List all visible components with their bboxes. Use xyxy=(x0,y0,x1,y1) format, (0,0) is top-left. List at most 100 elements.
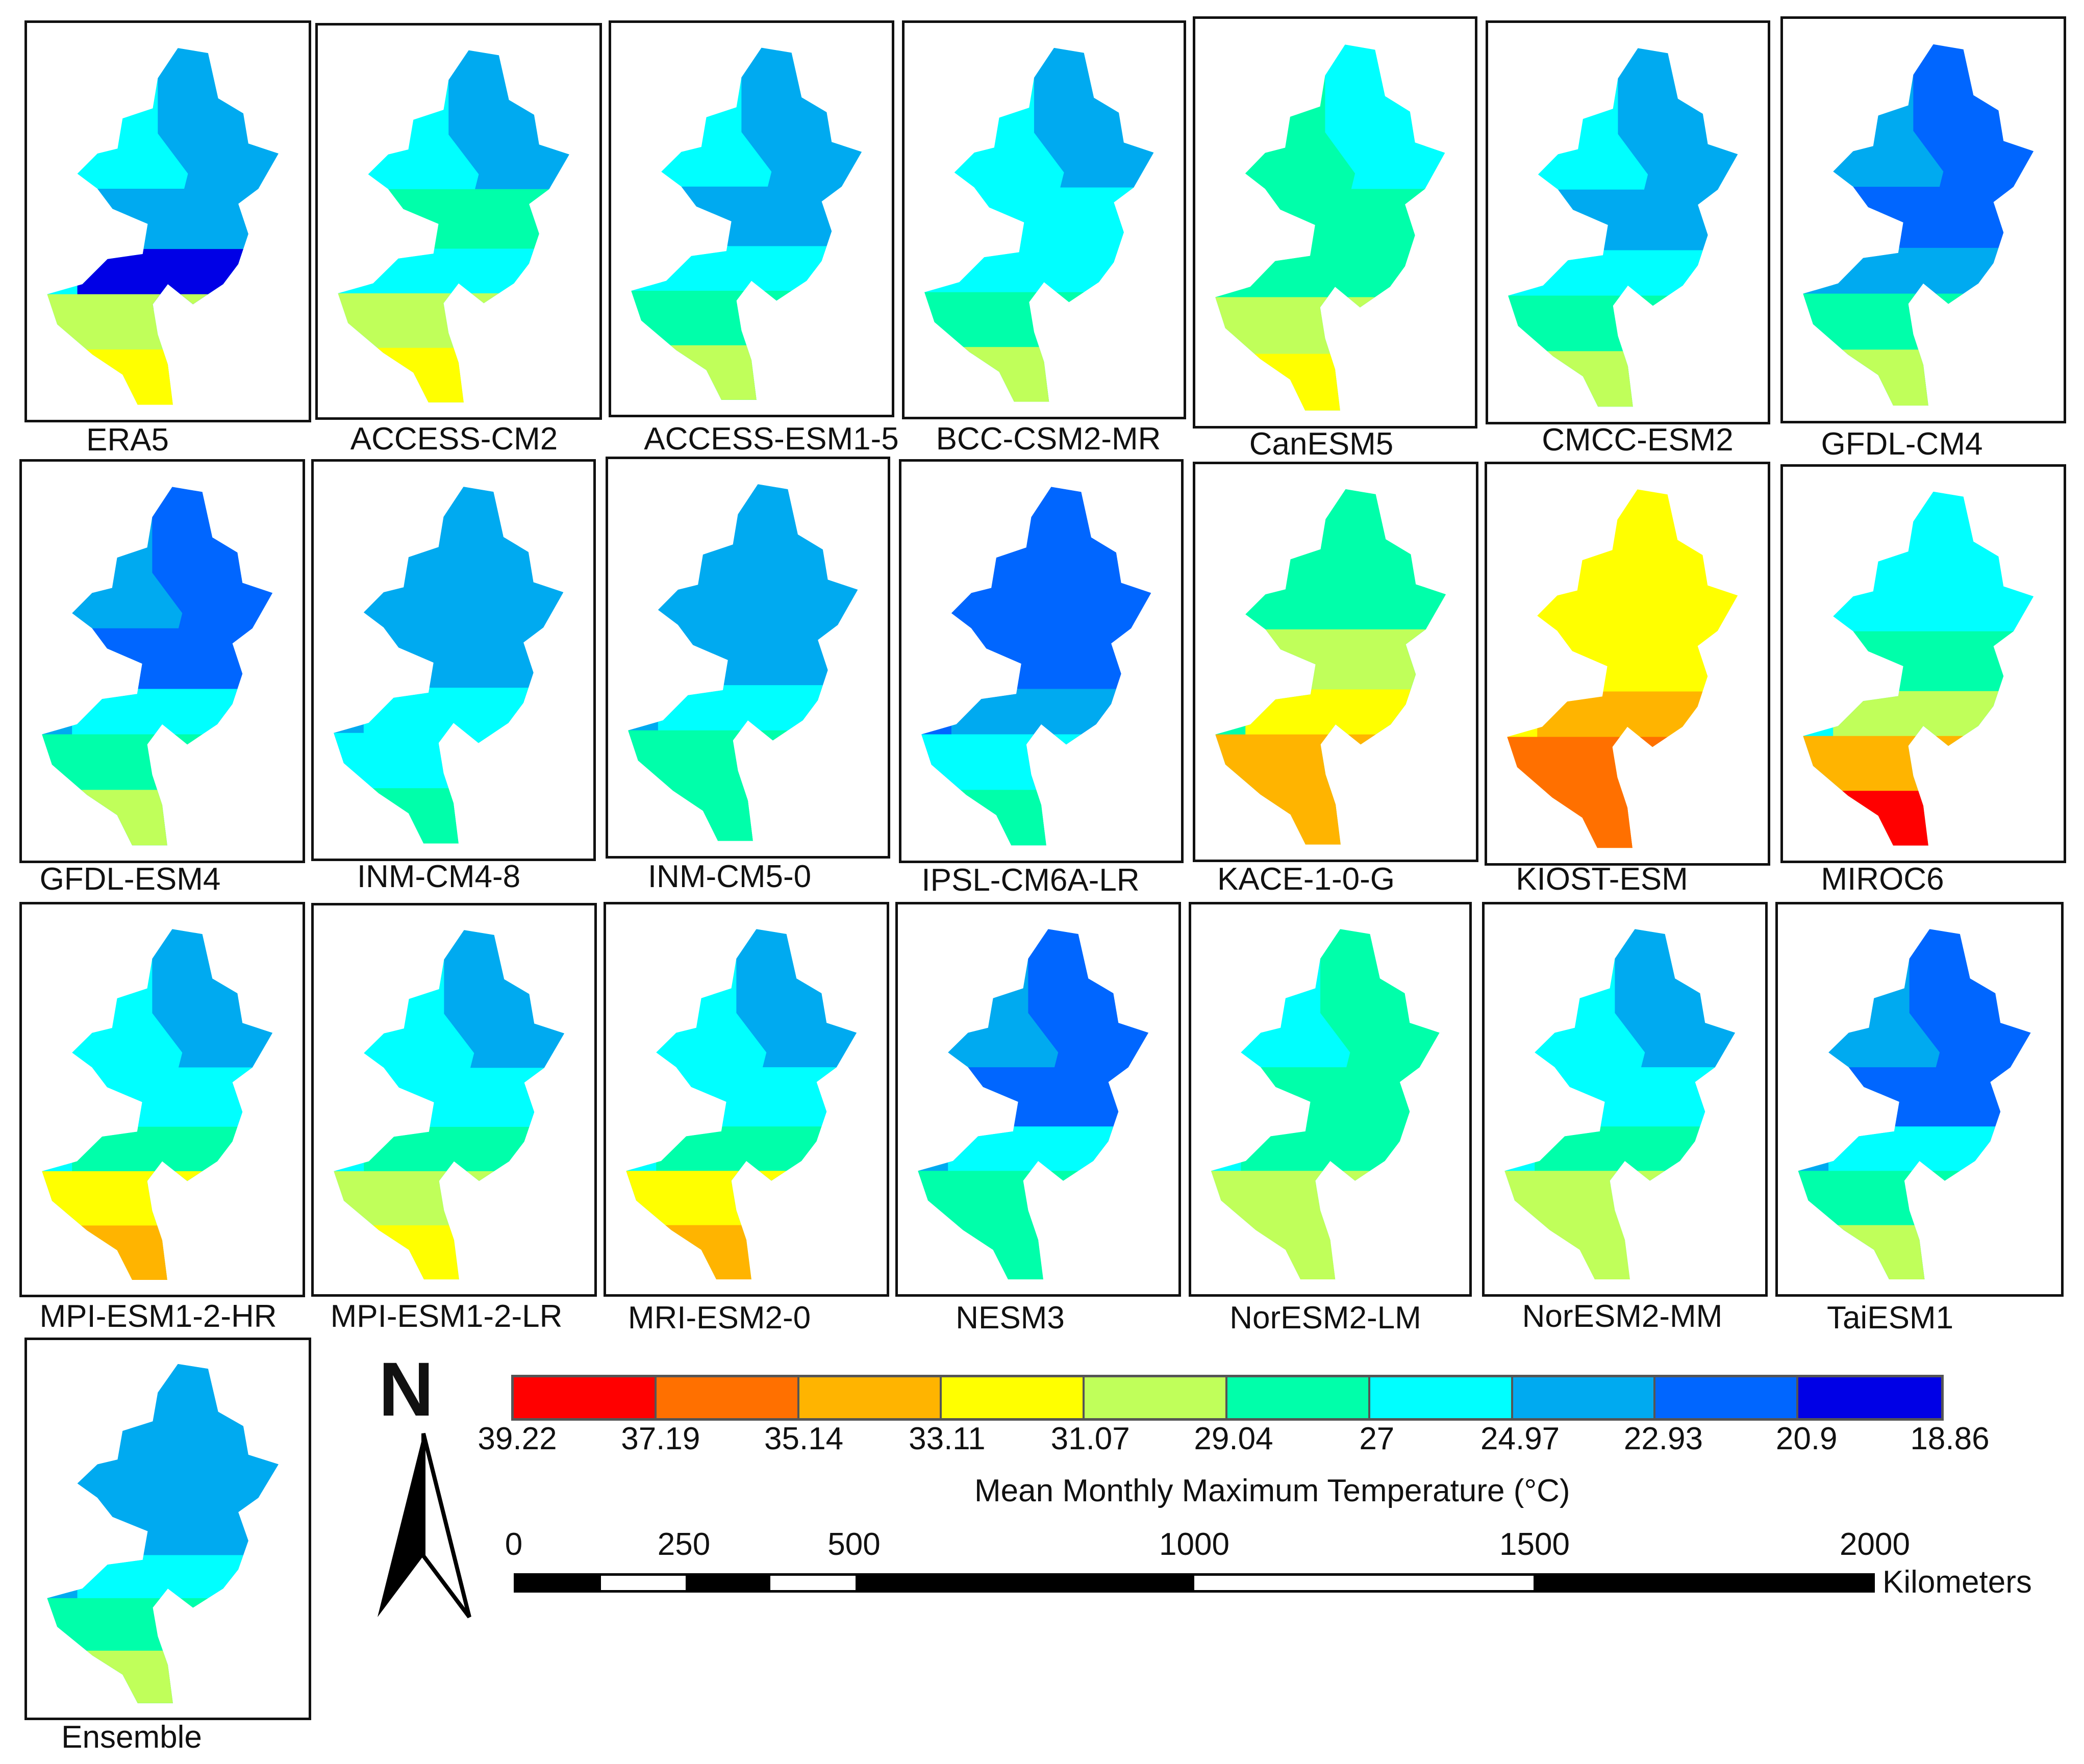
temperature-zone-6 xyxy=(1803,349,1944,406)
temperature-zone-6 xyxy=(626,1225,767,1279)
temperature-zone-6 xyxy=(918,1225,1059,1279)
panel-label-ensemble: Ensemble xyxy=(61,1720,202,1755)
colorbar-tick-label: 18.86 xyxy=(1910,1421,1990,1456)
panel-label-ipsl-cm6a-lr: IPSL-CM6A-LR xyxy=(921,863,1140,898)
temperature-zone-6 xyxy=(631,345,772,400)
scale-tick-label: 0 xyxy=(505,1527,523,1562)
panel-label-access-cm2: ACCESS-CM2 xyxy=(350,421,558,457)
map-panel-access-cm2 xyxy=(315,23,602,420)
colorbar-swatch xyxy=(1227,1377,1370,1418)
panel-label-noresm2-mm: NorESM2-MM xyxy=(1522,1299,1723,1334)
panel-label-inm-cm4-8: INM-CM4-8 xyxy=(357,859,521,894)
colorbar-tick-label: 20.9 xyxy=(1775,1421,1838,1456)
scale-segment xyxy=(855,1576,1194,1590)
temperature-zone-3 xyxy=(1114,53,1154,153)
temperature-zone-3 xyxy=(232,492,273,593)
map-panel-era5 xyxy=(24,20,311,422)
map-panel-gfdl-cm4 xyxy=(1780,16,2066,423)
legend-title: Mean Monthly Maximum Temperature (°C) xyxy=(974,1473,1570,1508)
scale-tick-label: 500 xyxy=(827,1527,881,1562)
temperature-zone-6 xyxy=(42,790,183,846)
panel-label-cmcc-esm2: CMCC-ESM2 xyxy=(1542,422,1734,458)
colorbar-swatch xyxy=(656,1377,799,1418)
map-panel-bcc-csm2-mr xyxy=(902,20,1186,419)
map-panel-kace-1-0-g xyxy=(1193,462,1478,862)
temperature-zone-3 xyxy=(523,492,564,593)
panel-label-mri-esm2-0: MRI-ESM2-0 xyxy=(627,1300,811,1335)
scale-segment xyxy=(516,1576,601,1590)
panel-label-gfdl-esm4: GFDL-ESM4 xyxy=(39,862,221,897)
temperature-zone-6 xyxy=(924,347,1064,402)
panel-label-inm-cm5-0: INM-CM5-0 xyxy=(647,859,812,894)
region-map xyxy=(42,487,273,846)
temperature-zone-6 xyxy=(628,786,768,841)
temperature-zone-3 xyxy=(238,53,279,154)
panel-label-bcc-csm2-mr: BCC-CSM2-MR xyxy=(936,421,1161,457)
temperature-zone-6 xyxy=(334,1225,474,1280)
temperature-zone-6 xyxy=(334,788,474,844)
map-panel-inm-cm5-0 xyxy=(606,457,890,859)
temperature-zone-3 xyxy=(1698,53,1738,155)
north-letter: N xyxy=(379,1346,434,1432)
temperature-zone-3 xyxy=(1993,49,2034,152)
region-map xyxy=(1798,929,2031,1279)
panel-label-kiost-esm: KIOST-ESM xyxy=(1516,862,1688,897)
region-map xyxy=(1215,489,1446,845)
region-map xyxy=(631,47,862,400)
panel-label-nesm3: NESM3 xyxy=(956,1300,1065,1335)
temperature-zone-3 xyxy=(1695,934,1736,1033)
panel-label-miroc6: MIROC6 xyxy=(1821,862,1944,897)
panel-label-mpi-esm1-2-lr: MPI-ESM1-2-LR xyxy=(330,1299,563,1334)
scale-segment xyxy=(686,1576,771,1590)
temperature-zone-3 xyxy=(1405,49,1445,153)
map-panel-mpi-esm1-2-lr xyxy=(311,903,597,1297)
panel-label-taiesm1: TaiESM1 xyxy=(1826,1300,1954,1335)
region-map xyxy=(47,48,279,405)
scale-tick-label: 1000 xyxy=(1159,1527,1229,1562)
region-map xyxy=(1803,491,2034,846)
panel-label-access-esm1-5: ACCESS-ESM1-5 xyxy=(644,421,899,457)
temperature-zone-3 xyxy=(816,934,857,1033)
scale-tick-label: 250 xyxy=(657,1527,711,1562)
map-panel-ensemble xyxy=(24,1338,311,1720)
region-map xyxy=(1507,489,1738,848)
region-map xyxy=(42,929,273,1280)
map-panel-mri-esm2-0 xyxy=(604,902,889,1297)
colorbar-swatch xyxy=(514,1377,657,1418)
map-panel-miroc6 xyxy=(1780,464,2066,863)
colorbar-tick-label: 33.11 xyxy=(909,1421,986,1456)
colorbar-swatch xyxy=(942,1377,1085,1418)
scale-tick-label: 2000 xyxy=(1840,1527,1910,1562)
colorbar-swatch xyxy=(1655,1377,1799,1418)
scale-segment xyxy=(1533,1576,1872,1590)
map-panel-taiesm1 xyxy=(1775,902,2064,1297)
temperature-zone-6 xyxy=(47,1650,188,1703)
map-panel-nesm3 xyxy=(895,902,1181,1297)
temperature-zone-3 xyxy=(1990,934,2031,1033)
temperature-zone-3 xyxy=(238,1369,279,1465)
colorbar-tick-label: 39.22 xyxy=(478,1421,557,1456)
temperature-zone-6 xyxy=(338,347,479,402)
region-map xyxy=(628,484,858,841)
scale-bar xyxy=(514,1573,1875,1593)
map-panel-noresm2-mm xyxy=(1482,902,1768,1297)
region-map xyxy=(1504,929,1736,1279)
map-panel-ipsl-cm6a-lr xyxy=(899,459,1184,863)
region-map xyxy=(924,47,1154,402)
colorbar-swatch xyxy=(1513,1377,1656,1418)
temperature-zone-6 xyxy=(47,349,188,405)
map-panel-access-esm1-5 xyxy=(609,20,894,417)
scale-tick-label: 1500 xyxy=(1499,1527,1570,1562)
temperature-zone-3 xyxy=(1405,494,1446,595)
colorbar-tick-label: 35.14 xyxy=(764,1421,844,1456)
region-map xyxy=(1508,48,1738,407)
colorbar-swatch xyxy=(1798,1377,1941,1418)
region-map xyxy=(1211,929,1440,1279)
colorbar-tick-label: 31.07 xyxy=(1050,1421,1130,1456)
scale-unit: Kilometers xyxy=(1882,1565,2032,1600)
temperature-zone-6 xyxy=(1504,1225,1645,1279)
temperature-zone-6 xyxy=(1215,789,1356,845)
temperature-zone-3 xyxy=(818,489,858,590)
map-panel-cmcc-esm2 xyxy=(1486,20,1770,424)
temperature-zone-3 xyxy=(1399,934,1440,1033)
